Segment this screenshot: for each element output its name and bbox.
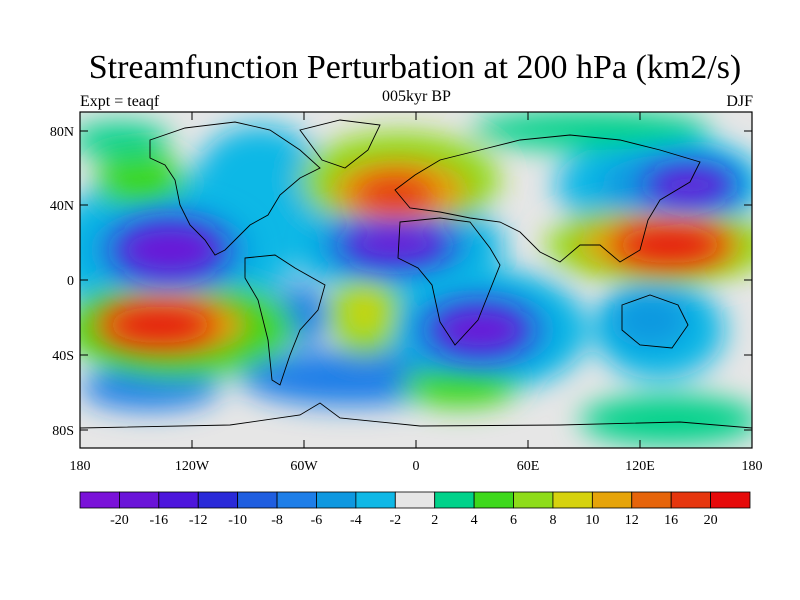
colorbar-swatch [355,491,396,509]
colorbar-label: -16 [149,513,168,528]
axis-ticks: 80N 40N 0 40S 80S 180 120W 60W 0 60E 120E 180 [50,112,763,474]
colorbar-swatch [119,491,160,509]
field-blob [105,307,215,343]
chart-title: Streamfunction Perturbation at 200 hPa (… [88,49,742,86]
colorbar-label: -20 [110,513,129,528]
field-blob [80,122,170,158]
colorbar-swatch [237,491,278,509]
australia-coastline [621,294,689,349]
colorbar-swatch [670,491,711,509]
colorbar-swatch [710,491,751,509]
colorbar-swatch [631,491,672,509]
x-tick-label: 120E [625,459,655,474]
colorbar-label: 10 [585,513,599,528]
colorbar-swatch [276,491,317,509]
colorbar-label: 16 [664,513,678,528]
colorbar-label: 8 [549,513,556,528]
colorbar-label: -8 [271,513,283,528]
field-blob [355,177,435,213]
x-tick-label: 60E [517,459,540,474]
colorbar-label: -2 [389,513,401,528]
colorbar-swatch [552,491,593,509]
field-blob [430,305,530,355]
field-blob [347,290,383,334]
colorbar-swatch [591,491,633,509]
field-blob [95,150,185,210]
antarctica-coastline [80,402,752,429]
colorbar-label: -4 [350,513,362,528]
x-tick-label: 60W [290,459,318,474]
experiment-label: Expt = teaqf [80,93,160,110]
field-blob [400,363,520,407]
north-america-coastline [149,121,321,256]
field-blob [115,222,225,278]
eurasia-coastline [394,134,701,263]
colorbar-swatch [316,491,357,509]
field-blob [615,227,725,263]
y-tick-label: 80N [50,125,74,140]
greenland-coastline [299,119,381,169]
field-blob [580,395,752,445]
colorbar-label: 6 [510,513,517,528]
colorbar-label: 20 [704,513,718,528]
field-blob [470,112,710,150]
coastlines [80,119,752,429]
y-tick-label: 80S [52,424,74,439]
x-tick-label: 180 [742,459,763,474]
colorbar-swatch [473,491,514,509]
colorbar-swatch [394,491,436,509]
period-label: 005kyr BP [382,88,451,105]
streamfunction-field [80,112,752,448]
x-tick-label: 0 [413,459,420,474]
colorbar-swatch [158,491,199,509]
colorbar-label: 2 [431,513,438,528]
colorbar-label: 12 [625,513,639,528]
field-blob [645,167,735,203]
colorbar-swatch [434,491,475,509]
y-tick-label: 40N [50,199,74,214]
field-blob [195,125,325,235]
field-blob [340,225,450,265]
colorbar-swatch [79,491,120,509]
colorbar-label: 4 [471,513,478,528]
colorbar-swatch [513,491,554,509]
x-tick-label: 120W [175,459,210,474]
field-blob [610,292,690,348]
africa-coastline [397,217,501,346]
south-america-coastline [244,254,326,386]
colorbar-swatch [197,491,239,509]
colorbar-label: -12 [189,513,208,528]
colorbar-label: -10 [228,513,247,528]
colorbar-label: -6 [311,513,323,528]
y-tick-label: 0 [67,274,74,289]
colorbar: -20 -16 -12 -10 -8 -6 -4 -2 2 4 6 8 10 12 16 20 [79,491,751,528]
x-tick-label: 180 [70,459,91,474]
season-label: DJF [726,93,753,110]
y-tick-label: 40S [52,349,74,364]
